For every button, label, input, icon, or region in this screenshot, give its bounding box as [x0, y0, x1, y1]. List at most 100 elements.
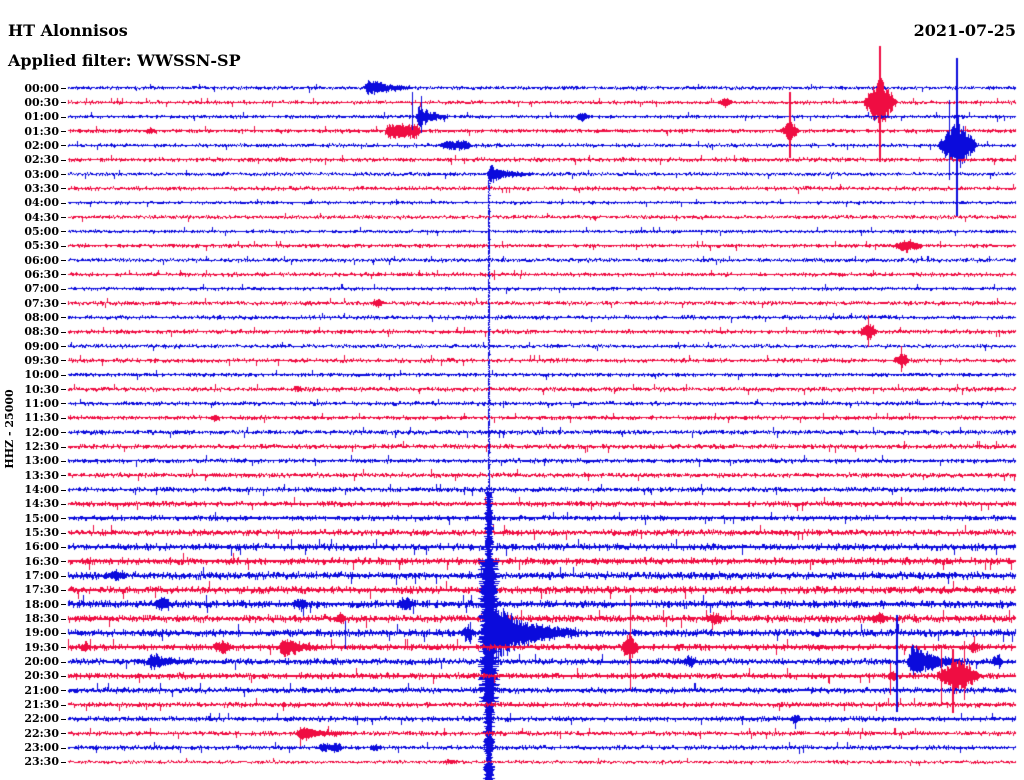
time-label: 05:30	[24, 239, 59, 253]
time-label: 20:30	[24, 669, 59, 683]
axis-tick	[61, 461, 66, 462]
axis-tick	[61, 403, 66, 404]
axis-tick	[61, 117, 66, 118]
axis-tick	[61, 274, 66, 275]
time-label: 10:30	[24, 382, 59, 396]
time-label: 00:30	[24, 95, 59, 109]
time-label: 19:00	[24, 626, 59, 640]
axis-tick	[61, 317, 66, 318]
time-label: 06:30	[24, 267, 59, 281]
axis-tick	[61, 360, 66, 361]
axis-tick	[61, 346, 66, 347]
time-label: 04:30	[24, 210, 59, 224]
axis-tick	[61, 217, 66, 218]
time-label: 15:30	[24, 526, 59, 540]
axis-tick	[61, 590, 66, 591]
time-label: 18:00	[24, 597, 59, 611]
time-label: 16:00	[24, 540, 59, 554]
axis-tick	[61, 518, 66, 519]
axis-tick	[61, 547, 66, 548]
axis-tick	[61, 533, 66, 534]
axis-tick	[61, 432, 66, 433]
axis-tick	[61, 475, 66, 476]
axis-tick	[61, 733, 66, 734]
time-label: 08:30	[24, 325, 59, 339]
time-label: 00:00	[24, 81, 59, 95]
time-label: 11:00	[24, 396, 59, 410]
time-label: 17:00	[24, 569, 59, 583]
time-label: 22:30	[24, 726, 59, 740]
axis-tick	[61, 619, 66, 620]
axis-tick	[61, 633, 66, 634]
time-label: 08:00	[24, 310, 59, 324]
axis-tick	[61, 332, 66, 333]
time-label: 23:00	[24, 741, 59, 755]
time-label: 12:30	[24, 440, 59, 453]
axis-tick	[61, 88, 66, 89]
axis-tick	[61, 647, 66, 648]
time-label: 12:00	[24, 425, 59, 439]
axis-tick	[61, 418, 66, 419]
filter-label: Applied filter: WWSSN-SP	[8, 51, 241, 70]
time-label: 02:00	[24, 138, 59, 152]
axis-tick	[61, 576, 66, 577]
axis-tick	[61, 604, 66, 605]
time-label: 16:30	[24, 554, 59, 568]
time-label: 09:30	[24, 353, 59, 367]
axis-tick	[61, 231, 66, 232]
time-label: 14:30	[24, 497, 59, 511]
station-title: HT Alonnisos	[8, 21, 128, 40]
axis-tick	[61, 705, 66, 706]
time-label: 13:30	[24, 468, 59, 482]
time-label: 11:30	[24, 411, 59, 425]
time-label: 07:00	[24, 282, 59, 296]
time-label: 19:30	[24, 640, 59, 654]
axis-tick	[61, 260, 66, 261]
axis-tick	[61, 719, 66, 720]
axis-tick	[61, 504, 66, 505]
axis-tick	[61, 676, 66, 677]
axis-tick	[61, 160, 66, 161]
axis-tick	[61, 131, 66, 132]
axis-tick	[61, 690, 66, 691]
axis-tick	[61, 748, 66, 749]
time-label: 03:30	[24, 181, 59, 195]
axis-tick	[61, 375, 66, 376]
axis-tick	[61, 289, 66, 290]
axis-tick	[61, 188, 66, 189]
axis-tick	[61, 203, 66, 204]
time-label: 21:00	[24, 683, 59, 697]
axis-tick	[61, 389, 66, 390]
axis-tick	[61, 174, 66, 175]
axis-tick	[61, 490, 66, 491]
time-label: 14:00	[24, 483, 59, 497]
time-label: 09:00	[24, 339, 59, 353]
time-label: 21:30	[24, 698, 59, 712]
time-label: 23:30	[24, 755, 59, 769]
time-label: 15:00	[24, 511, 59, 525]
date-label: 2021-07-25	[913, 21, 1016, 40]
axis-tick	[61, 246, 66, 247]
time-label: 20:00	[24, 655, 59, 669]
axis-tick	[61, 303, 66, 304]
time-label: 06:00	[24, 253, 59, 267]
time-label: 02:30	[24, 153, 59, 167]
time-label: 01:00	[24, 110, 59, 124]
time-label: 13:00	[24, 454, 59, 468]
axis-tick	[61, 102, 66, 103]
axis-tick	[61, 762, 66, 763]
time-label: 01:30	[24, 124, 59, 138]
time-label: 04:00	[24, 196, 59, 210]
axis-tick	[61, 447, 66, 448]
axis-tick	[61, 662, 66, 663]
time-label: 17:30	[24, 583, 59, 597]
axis-tick	[61, 561, 66, 562]
time-label: 22:00	[24, 712, 59, 726]
axis-tick	[61, 145, 66, 146]
time-label: 10:00	[24, 368, 59, 382]
time-label: 05:00	[24, 224, 59, 238]
time-label: 07:30	[24, 296, 59, 310]
